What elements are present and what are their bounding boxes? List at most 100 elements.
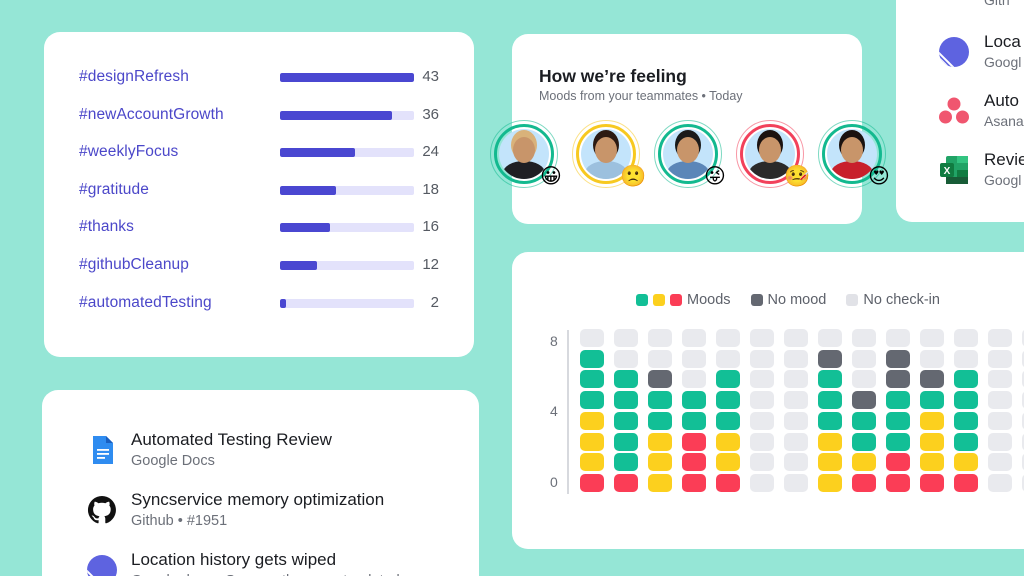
heatmap-cell[interactable] [580, 329, 604, 347]
heatmap-cell[interactable] [920, 432, 944, 451]
heatmap-cell[interactable] [750, 473, 774, 492]
tag-row[interactable]: #weeklyFocus 24 [44, 141, 474, 165]
heatmap-cell[interactable] [716, 370, 740, 389]
heatmap-cell[interactable] [988, 391, 1012, 410]
heatmap-cell[interactable] [648, 349, 672, 368]
heatmap-cell[interactable] [886, 473, 910, 492]
heatmap-cell[interactable] [818, 329, 842, 347]
heatmap-cell[interactable] [1022, 411, 1024, 430]
heatmap-cell[interactable] [648, 453, 672, 472]
heatmap-cell[interactable] [920, 453, 944, 472]
heatmap-cell[interactable] [920, 473, 944, 492]
teammate-avatar[interactable]: 🙁 [572, 120, 646, 188]
heatmap-cell[interactable] [614, 453, 638, 472]
tag-label[interactable]: #automatedTesting [79, 293, 212, 311]
teammate-avatar[interactable]: 🤒 [736, 120, 810, 188]
tag-label[interactable]: #weeklyFocus [79, 143, 179, 161]
heatmap-cell[interactable] [988, 370, 1012, 389]
heatmap-cell[interactable] [988, 453, 1012, 472]
heatmap-cell[interactable] [614, 411, 638, 430]
heatmap-cell[interactable] [852, 411, 876, 430]
heatmap-cell[interactable] [784, 370, 808, 389]
heatmap-cell[interactable] [682, 329, 706, 347]
heatmap-cell[interactable] [682, 432, 706, 451]
heatmap-cell[interactable] [750, 349, 774, 368]
heatmap-cell[interactable] [920, 329, 944, 347]
teammate-avatar[interactable]: 😜 [654, 120, 726, 188]
heatmap-cell[interactable] [818, 391, 842, 410]
heatmap-cell[interactable] [716, 411, 740, 430]
heatmap-cell[interactable] [886, 453, 910, 472]
tag-row[interactable]: #gratitude 18 [44, 179, 474, 203]
heatmap-cell[interactable] [682, 453, 706, 472]
heatmap-cell[interactable] [784, 473, 808, 492]
tag-label[interactable]: #designRefresh [79, 68, 189, 85]
heatmap-cell[interactable] [682, 370, 706, 389]
heatmap-cell[interactable] [988, 349, 1012, 368]
heatmap-cell[interactable] [852, 329, 876, 347]
heatmap-cell[interactable] [886, 329, 910, 347]
heatmap-cell[interactable] [716, 432, 740, 451]
heatmap-cell[interactable] [1022, 391, 1024, 410]
heatmap-cell[interactable] [648, 411, 672, 430]
heatmap-cell[interactable] [1022, 370, 1024, 389]
heatmap-cell[interactable] [1022, 473, 1024, 492]
heatmap-cell[interactable] [886, 349, 910, 368]
heatmap-cell[interactable] [784, 411, 808, 430]
heatmap-cell[interactable] [580, 349, 604, 368]
heatmap-cell[interactable] [886, 411, 910, 430]
heatmap-cell[interactable] [852, 391, 876, 410]
heatmap-cell[interactable] [614, 432, 638, 451]
heatmap-cell[interactable] [852, 453, 876, 472]
heatmap-cell[interactable] [580, 432, 604, 451]
heatmap-cell[interactable] [954, 370, 978, 389]
heatmap-cell[interactable] [750, 329, 774, 347]
heatmap-cell[interactable] [1022, 432, 1024, 451]
heatmap-cell[interactable] [784, 432, 808, 451]
app-list-item[interactable]: Auto Asana [896, 91, 1024, 131]
heatmap-cell[interactable] [818, 370, 842, 389]
heatmap-cell[interactable] [614, 329, 638, 347]
heatmap-cell[interactable] [682, 473, 706, 492]
heatmap-cell[interactable] [988, 473, 1012, 492]
heatmap-cell[interactable] [818, 432, 842, 451]
teammate-avatar[interactable]: 😀 [490, 120, 562, 188]
heatmap-cell[interactable] [648, 391, 672, 410]
heatmap-cell[interactable] [682, 349, 706, 368]
heatmap-cell[interactable] [954, 432, 978, 451]
heatmap-cell[interactable] [750, 411, 774, 430]
heatmap-cell[interactable] [852, 432, 876, 451]
heatmap-cell[interactable] [988, 432, 1012, 451]
heatmap-cell[interactable] [716, 473, 740, 492]
heatmap-cell[interactable] [954, 329, 978, 347]
heatmap-cell[interactable] [784, 453, 808, 472]
heatmap-cell[interactable] [852, 370, 876, 389]
app-list-item[interactable]: X Revie Googl [896, 150, 1024, 190]
heatmap-cell[interactable] [648, 432, 672, 451]
heatmap-cell[interactable] [920, 411, 944, 430]
heatmap-cell[interactable] [920, 370, 944, 389]
heatmap-cell[interactable] [920, 349, 944, 368]
heatmap-cell[interactable] [580, 473, 604, 492]
heatmap-cell[interactable] [716, 329, 740, 347]
heatmap-cell[interactable] [580, 411, 604, 430]
tag-row[interactable]: #automatedTesting 2 [44, 292, 474, 316]
heatmap-cell[interactable] [954, 349, 978, 368]
heatmap-cell[interactable] [682, 391, 706, 410]
heatmap-cell[interactable] [614, 473, 638, 492]
tag-row[interactable]: #githubCleanup 12 [44, 254, 474, 278]
tag-label[interactable]: #newAccountGrowth [79, 105, 224, 123]
tag-label[interactable]: #thanks [79, 218, 134, 236]
list-item[interactable]: Location history gets wiped Google docs •… [42, 550, 479, 576]
tag-row[interactable]: #designRefresh 43 [44, 66, 474, 90]
teammate-avatar[interactable]: 😍 [818, 120, 890, 188]
heatmap-cell[interactable] [648, 370, 672, 389]
tag-label[interactable]: #gratitude [79, 180, 149, 198]
heatmap-cell[interactable] [784, 391, 808, 410]
heatmap-cell[interactable] [988, 411, 1012, 430]
heatmap-cell[interactable] [1022, 329, 1024, 347]
heatmap-cell[interactable] [818, 349, 842, 368]
heatmap-cell[interactable] [614, 349, 638, 368]
heatmap-cell[interactable] [954, 453, 978, 472]
heatmap-cell[interactable] [716, 349, 740, 368]
